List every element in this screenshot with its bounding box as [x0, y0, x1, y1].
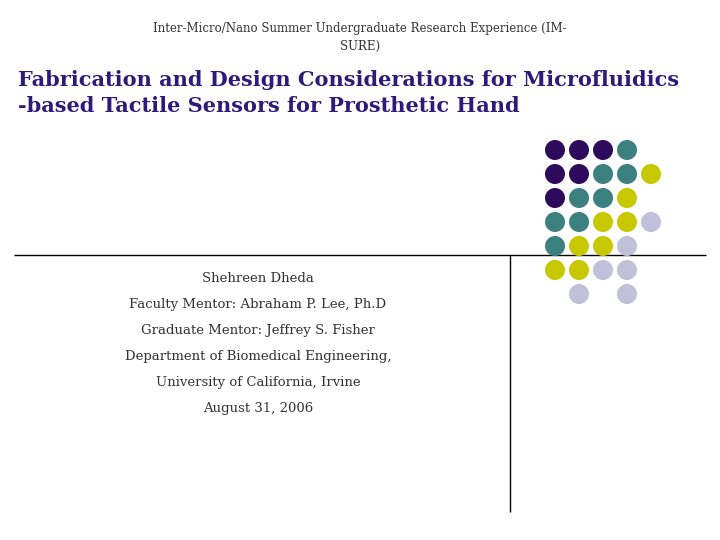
Circle shape — [545, 188, 565, 208]
Circle shape — [593, 188, 613, 208]
Circle shape — [593, 236, 613, 256]
Circle shape — [617, 260, 637, 280]
Circle shape — [569, 284, 589, 304]
Circle shape — [593, 212, 613, 232]
Circle shape — [545, 260, 565, 280]
Circle shape — [641, 164, 661, 184]
Circle shape — [569, 260, 589, 280]
Text: Inter-Micro/Nano Summer Undergraduate Research Experience (IM-
SURE): Inter-Micro/Nano Summer Undergraduate Re… — [153, 22, 567, 53]
Circle shape — [545, 140, 565, 160]
Circle shape — [569, 140, 589, 160]
Circle shape — [617, 236, 637, 256]
Circle shape — [617, 212, 637, 232]
Text: University of California, Irvine: University of California, Irvine — [156, 376, 360, 389]
Text: Shehreen Dheda: Shehreen Dheda — [202, 272, 314, 285]
Circle shape — [545, 236, 565, 256]
Circle shape — [617, 188, 637, 208]
Text: Graduate Mentor: Jeffrey S. Fisher: Graduate Mentor: Jeffrey S. Fisher — [141, 324, 375, 337]
Circle shape — [569, 164, 589, 184]
Circle shape — [641, 212, 661, 232]
Text: Department of Biomedical Engineering,: Department of Biomedical Engineering, — [125, 350, 391, 363]
Text: Fabrication and Design Considerations for Microfluidics
-based Tactile Sensors f: Fabrication and Design Considerations fo… — [18, 70, 679, 116]
Circle shape — [593, 164, 613, 184]
Circle shape — [569, 188, 589, 208]
Circle shape — [569, 236, 589, 256]
Circle shape — [593, 140, 613, 160]
Circle shape — [617, 140, 637, 160]
Circle shape — [569, 212, 589, 232]
Circle shape — [545, 212, 565, 232]
Circle shape — [617, 284, 637, 304]
Text: Faculty Mentor: Abraham P. Lee, Ph.D: Faculty Mentor: Abraham P. Lee, Ph.D — [130, 298, 387, 311]
Circle shape — [593, 260, 613, 280]
Text: August 31, 2006: August 31, 2006 — [203, 402, 313, 415]
Circle shape — [617, 164, 637, 184]
Circle shape — [545, 164, 565, 184]
